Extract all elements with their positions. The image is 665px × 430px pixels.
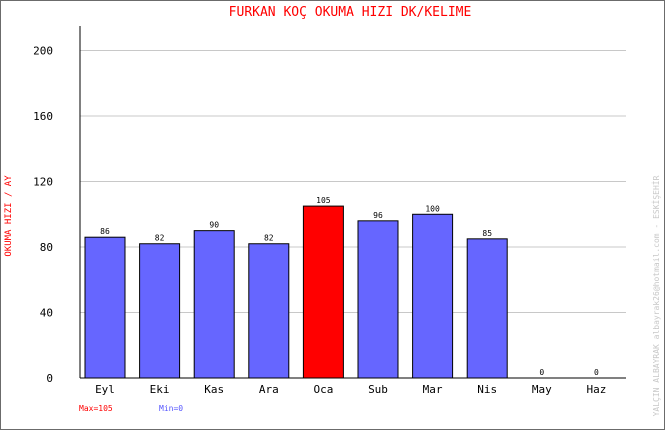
y-tick-label-1: 40: [40, 307, 53, 320]
x-tick-label-eki: Eki: [150, 383, 170, 396]
bar-oca: [302, 205, 344, 379]
value-label-sub: 96: [373, 211, 383, 220]
x-tick-label-sub: Sub: [368, 383, 388, 396]
value-label-haz: 0: [594, 368, 599, 377]
value-label-may: 0: [539, 368, 544, 377]
x-tick-label-oca: Oca: [313, 383, 333, 396]
y-axis-label: OKUMA HIZI / AY: [4, 175, 14, 257]
value-label-kas: 90: [209, 221, 219, 230]
x-tick-label-may: May: [532, 383, 552, 396]
bar-eki: [139, 243, 181, 379]
x-tick-label-mar: Mar: [423, 383, 443, 396]
y-tick-label-4: 160: [33, 110, 53, 123]
axes: [79, 26, 626, 379]
value-label-nis: 85: [482, 229, 492, 238]
value-label-eki: 82: [155, 234, 165, 243]
value-label-oca: 105: [316, 196, 331, 205]
y-tick-label-3: 120: [33, 176, 53, 189]
y-tick-label-0: 0: [46, 372, 53, 385]
x-tick-label-nis: Nis: [477, 383, 497, 396]
value-label-ara: 82: [264, 234, 274, 243]
value-label-mar: 100: [425, 204, 440, 213]
x-tick-label-eyl: Eyl: [95, 383, 115, 396]
bar-ara: [248, 243, 290, 379]
x-tick-label-ara: Ara: [259, 383, 279, 396]
y-tick-label-2: 80: [40, 241, 53, 254]
y-tick-labels: 0 40 80 120 160 200: [33, 45, 53, 385]
y-tick-label-5: 200: [33, 45, 53, 58]
side-note: YALÇIN ALBAYRAK albayrak26@hotmail.com -…: [651, 175, 661, 416]
value-labels: 86 82 90 82 105 96 100 85 0 0: [100, 196, 599, 377]
bar-eyl: [84, 236, 126, 379]
x-tick-labels: Eyl Eki Kas Ara Oca Sub Mar Nis May Haz: [95, 383, 606, 396]
bar-kas: [193, 230, 235, 379]
bar-mar: [412, 213, 454, 379]
x-tick-label-kas: Kas: [204, 383, 224, 396]
bar-nis: [466, 238, 508, 379]
value-label-eyl: 86: [100, 227, 110, 236]
min-label: Min=0: [159, 404, 183, 413]
max-label: Max=105: [79, 404, 113, 413]
x-tick-label-haz: Haz: [586, 383, 606, 396]
bar-sub: [357, 220, 399, 379]
bars: [84, 205, 508, 379]
chart-title: FURKAN KOÇ OKUMA HIZI DK/KELIME: [229, 5, 472, 20]
